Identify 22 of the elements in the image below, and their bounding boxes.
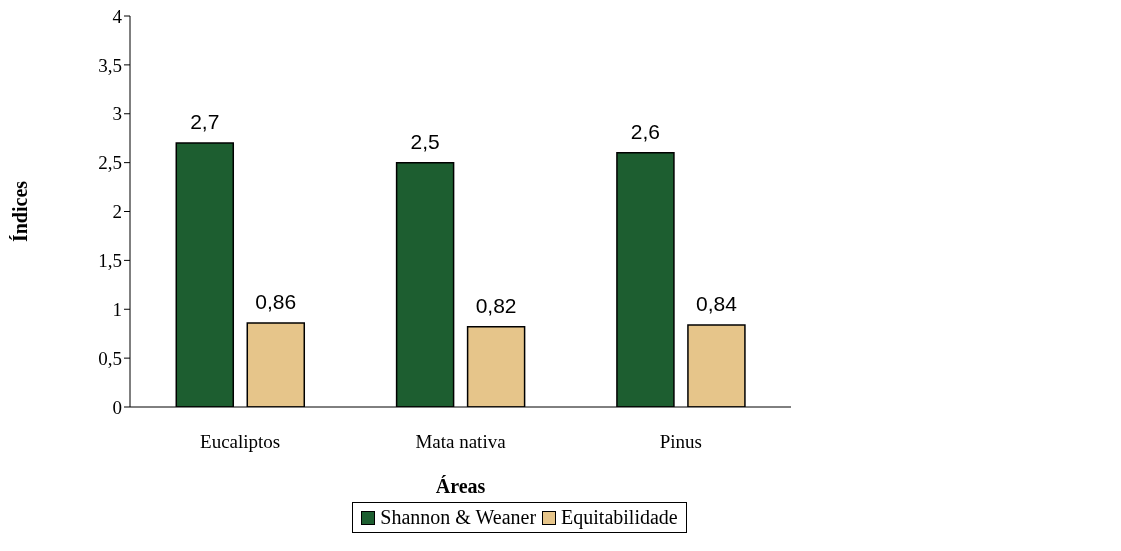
data-label: 2,7: [190, 110, 220, 134]
y-tick-label: 4: [112, 5, 123, 27]
x-tick-label: Eucaliptos: [200, 431, 281, 453]
legend-label: Equitabilidade: [560, 506, 678, 529]
y-axis-title: Índices: [9, 180, 32, 243]
legend-label: Shannon & Weaner: [379, 506, 537, 529]
y-tick-label: 0,5: [98, 347, 122, 369]
x-axis-title: Áreas: [435, 475, 486, 498]
data-label: 2,6: [630, 119, 661, 143]
y-tick-label: 0: [112, 396, 122, 418]
y-tick-label: 2,5: [98, 152, 122, 174]
y-tick-label: 1: [112, 298, 122, 320]
y-tick-label: 2: [112, 201, 122, 223]
data-label: 0,84: [696, 291, 738, 315]
data-label: 0,82: [475, 293, 517, 317]
y-tick-label: 1,5: [98, 250, 122, 272]
y-tick-label: 3,5: [98, 54, 122, 76]
x-tick-label: Pinus: [659, 431, 702, 453]
y-tick-label: 3: [112, 103, 122, 125]
data-label: 0,86: [255, 289, 297, 313]
data-label: 2,5: [410, 129, 440, 153]
x-tick-label: Mata nativa: [415, 431, 507, 453]
